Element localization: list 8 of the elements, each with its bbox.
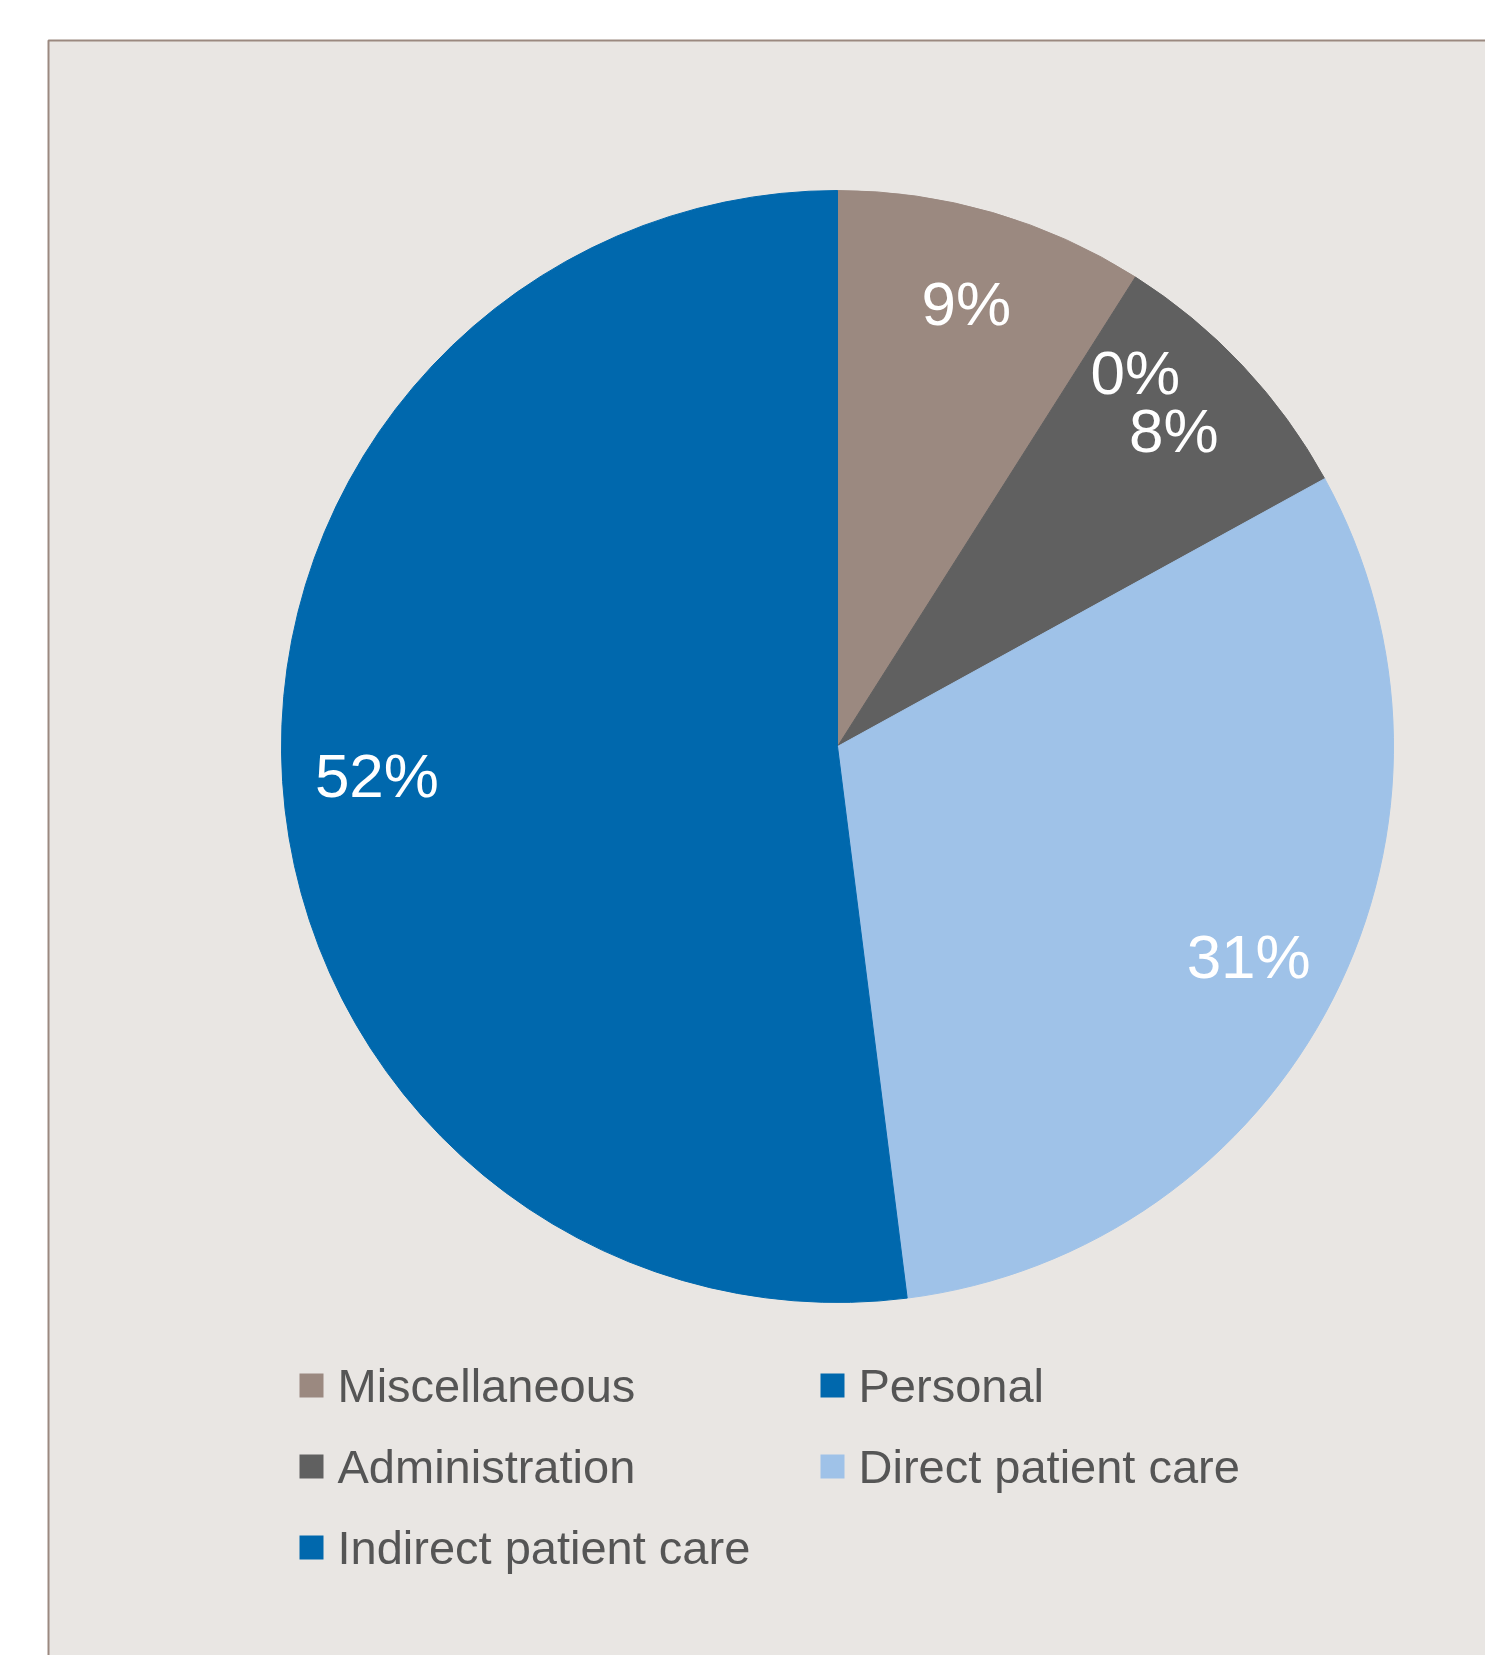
legend-label: Miscellaneous xyxy=(337,1359,636,1412)
data-label: 52% xyxy=(314,740,439,810)
data-label: 9% xyxy=(921,268,1012,338)
data-label: 31% xyxy=(1186,921,1311,991)
legend-label: Personal xyxy=(858,1359,1044,1412)
legend-label: Direct patient care xyxy=(858,1440,1240,1493)
legend-label: Administration xyxy=(337,1440,636,1493)
legend-label: Indirect patient care xyxy=(337,1521,751,1574)
